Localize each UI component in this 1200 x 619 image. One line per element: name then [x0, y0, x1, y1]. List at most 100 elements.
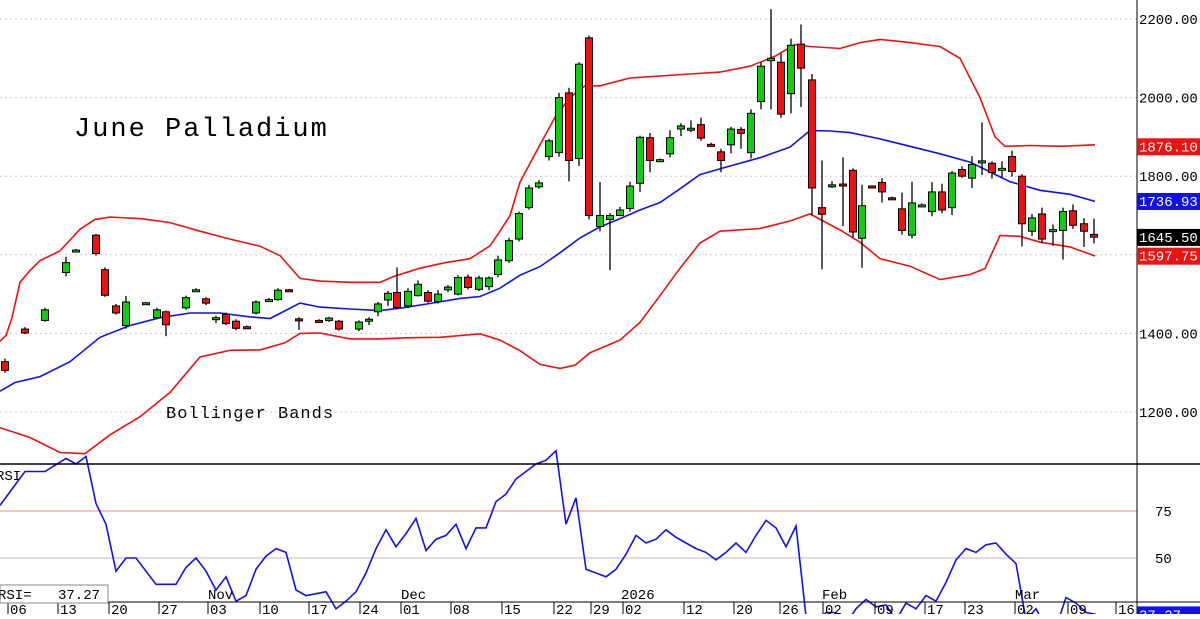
- candle-body-up: [365, 318, 373, 322]
- candle-body-up: [454, 277, 462, 295]
- bollinger-middle-line: [0, 129, 1096, 392]
- time-tick-label: 17: [927, 603, 944, 614]
- time-tick-label: 02: [625, 603, 642, 614]
- candle: [747, 109, 755, 159]
- candle: [1038, 207, 1046, 244]
- candle: [325, 316, 333, 323]
- candle: [555, 92, 563, 157]
- candle-body-up: [918, 204, 926, 208]
- candle: [162, 310, 170, 337]
- candle: [1090, 218, 1098, 244]
- candle: [626, 181, 634, 212]
- time-tick-label: 09: [877, 603, 894, 614]
- candle: [828, 181, 836, 188]
- candle: [393, 267, 401, 310]
- candle-body-up: [687, 127, 695, 131]
- candle-body-up: [616, 209, 624, 217]
- candle: [142, 301, 150, 306]
- price-tick-label: 2000.00: [1139, 92, 1198, 108]
- candle: [918, 203, 926, 208]
- time-tick-label: 24: [362, 603, 379, 614]
- gridlines: [0, 18, 1137, 413]
- time-tick-label: 06: [10, 603, 27, 614]
- time-tick-label: 10: [262, 603, 279, 614]
- candle-body-up: [72, 249, 80, 253]
- candle-body-up: [968, 163, 976, 179]
- candle: [606, 213, 614, 271]
- candle-body-down: [797, 43, 805, 69]
- candle: [839, 157, 847, 227]
- candle-body-down: [737, 128, 745, 134]
- candle-body-down: [1, 361, 9, 371]
- candle: [434, 290, 442, 304]
- candle-body-up: [444, 286, 452, 291]
- candle: [295, 317, 303, 330]
- candle: [112, 303, 120, 315]
- candle: [444, 285, 452, 293]
- candle-body-down: [222, 314, 230, 325]
- candle-body-up: [1059, 211, 1067, 231]
- candle: [122, 296, 130, 329]
- candle-body-up: [606, 215, 614, 220]
- candle-body-up: [355, 321, 363, 330]
- candle-body-up: [535, 182, 543, 188]
- candle-body-up: [636, 136, 644, 184]
- time-tick-label: 29: [593, 603, 610, 614]
- candle-body-down: [335, 320, 343, 330]
- candle: [596, 182, 604, 232]
- candle: [565, 87, 573, 182]
- time-tick-label: 20: [111, 603, 128, 614]
- candle: [697, 117, 705, 141]
- candle: [888, 196, 896, 201]
- candle-body-down: [101, 269, 109, 296]
- candle-body-up: [62, 262, 70, 273]
- candle: [968, 156, 976, 188]
- rsi-panel-label: RSI: [0, 469, 21, 485]
- candle: [687, 120, 695, 133]
- candle: [515, 211, 523, 242]
- candle-body-down: [958, 169, 966, 177]
- candle: [1049, 224, 1057, 246]
- candle: [928, 182, 936, 217]
- candle-body-up: [948, 172, 956, 209]
- time-tick-label: 17: [311, 603, 328, 614]
- candle: [767, 9, 775, 110]
- time-tick-label: 01: [403, 603, 420, 614]
- candle-body-up: [978, 160, 986, 164]
- candle: [265, 298, 273, 303]
- candle-body-down: [818, 207, 826, 215]
- month-label: 2026: [621, 588, 655, 604]
- candle-body-down: [849, 169, 857, 233]
- candle-body-down: [898, 208, 906, 231]
- candle-body-up: [575, 63, 583, 160]
- time-tick-label: 23: [967, 603, 984, 614]
- candle: [1, 358, 9, 373]
- candle-body-down: [888, 197, 896, 201]
- candle: [849, 168, 857, 238]
- candle-body-down: [315, 319, 323, 323]
- candle: [525, 184, 533, 210]
- candle-body-up: [192, 289, 200, 293]
- candle-body-up: [656, 159, 664, 163]
- time-tick-label: 26: [782, 603, 799, 614]
- rsi-last-value-label: 37.27: [1139, 608, 1181, 614]
- candle: [414, 280, 422, 297]
- candle: [717, 148, 725, 173]
- candle-body-down: [1038, 213, 1046, 240]
- candle-body-up: [1049, 229, 1057, 233]
- candle-body-up: [928, 191, 936, 213]
- month-label: Dec: [401, 588, 426, 604]
- candle: [404, 288, 412, 309]
- candle-body-down: [717, 151, 725, 161]
- candle: [737, 127, 745, 149]
- month-label: Feb: [822, 588, 847, 604]
- candle: [494, 255, 502, 278]
- candle-body-down: [243, 326, 251, 330]
- month-label: Nov: [208, 588, 233, 604]
- time-tick-label: 13: [60, 603, 77, 614]
- candle: [1018, 174, 1026, 247]
- middle-band-value-flag: [1137, 192, 1200, 210]
- bollinger-upper-line: [0, 38, 1096, 342]
